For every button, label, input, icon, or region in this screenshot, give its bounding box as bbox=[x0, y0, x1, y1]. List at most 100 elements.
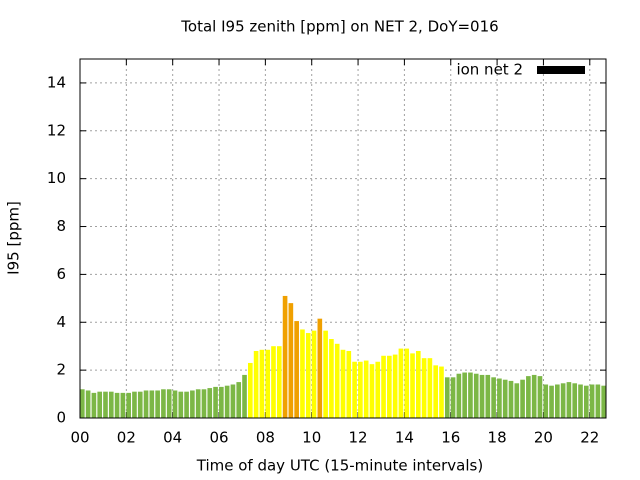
legend-label: ion net 2 bbox=[456, 61, 523, 79]
y-tick-label: 0 bbox=[56, 409, 66, 427]
x-tick-label: 08 bbox=[256, 429, 275, 447]
bar bbox=[294, 321, 299, 418]
x-tick-label: 14 bbox=[395, 429, 414, 447]
x-tick-label: 10 bbox=[302, 429, 321, 447]
bar bbox=[276, 346, 282, 418]
bar bbox=[555, 384, 560, 418]
plot-frame bbox=[79, 58, 607, 419]
bar bbox=[137, 391, 143, 418]
bar bbox=[247, 362, 253, 418]
bar bbox=[595, 384, 601, 418]
bar bbox=[271, 346, 276, 418]
bar bbox=[369, 364, 375, 418]
bar bbox=[543, 384, 549, 418]
bar bbox=[166, 389, 172, 418]
bar bbox=[288, 303, 294, 418]
bar bbox=[253, 350, 259, 418]
bar bbox=[219, 386, 224, 418]
bar bbox=[195, 389, 201, 418]
x-tick-label: 16 bbox=[441, 429, 460, 447]
bar bbox=[415, 350, 421, 418]
bar bbox=[439, 366, 444, 418]
bar bbox=[207, 388, 213, 418]
x-tick-label: 22 bbox=[580, 429, 599, 447]
bar bbox=[514, 383, 520, 418]
y-tick-label: 2 bbox=[56, 361, 66, 379]
bar bbox=[479, 374, 485, 418]
bar bbox=[375, 361, 381, 418]
bar bbox=[329, 339, 334, 418]
x-tick-label: 06 bbox=[209, 429, 228, 447]
bar bbox=[80, 389, 85, 418]
bar bbox=[300, 329, 305, 418]
bar bbox=[155, 390, 160, 418]
bar bbox=[497, 378, 502, 418]
bar bbox=[549, 385, 554, 418]
y-axis-label: I95 [ppm] bbox=[5, 201, 23, 275]
bar bbox=[456, 373, 462, 418]
bar bbox=[578, 384, 583, 418]
bar bbox=[410, 353, 415, 418]
y-tick-label: 12 bbox=[47, 121, 66, 139]
bar bbox=[91, 392, 97, 418]
bar bbox=[444, 377, 450, 418]
bar bbox=[491, 377, 496, 418]
bar bbox=[230, 384, 236, 418]
bar bbox=[589, 384, 595, 418]
bar bbox=[161, 389, 166, 418]
x-axis-label: Time of day UTC (15-minute intervals) bbox=[196, 457, 483, 475]
bar bbox=[85, 390, 91, 418]
bar bbox=[363, 360, 369, 418]
bar bbox=[537, 376, 543, 418]
bar bbox=[334, 343, 340, 418]
bar bbox=[311, 330, 317, 418]
x-tick-label: 04 bbox=[163, 429, 182, 447]
bar bbox=[601, 385, 606, 418]
bar bbox=[201, 389, 207, 418]
bar bbox=[502, 379, 508, 418]
bar bbox=[421, 358, 427, 418]
bar bbox=[143, 390, 149, 418]
bar bbox=[282, 295, 288, 418]
bar bbox=[526, 376, 531, 418]
bar bbox=[265, 349, 271, 418]
bar bbox=[560, 383, 566, 418]
bar bbox=[473, 373, 479, 418]
bar bbox=[108, 391, 114, 418]
y-tick-label: 14 bbox=[47, 73, 66, 91]
bar bbox=[450, 377, 456, 418]
bar bbox=[190, 390, 195, 418]
bar bbox=[97, 391, 103, 418]
bar bbox=[305, 333, 311, 418]
bar bbox=[468, 372, 473, 418]
bar bbox=[120, 392, 126, 418]
bar bbox=[392, 354, 398, 418]
bar bbox=[213, 386, 218, 418]
bar bbox=[103, 391, 108, 418]
bar bbox=[404, 348, 410, 418]
bar bbox=[433, 365, 439, 418]
x-tick-label: 18 bbox=[488, 429, 507, 447]
bar bbox=[398, 348, 404, 418]
bar bbox=[531, 374, 537, 418]
bar bbox=[242, 374, 247, 418]
bar bbox=[462, 372, 467, 418]
bar bbox=[520, 379, 525, 418]
bar bbox=[583, 385, 589, 418]
bar bbox=[149, 390, 155, 418]
bar bbox=[172, 390, 178, 418]
bar bbox=[317, 318, 323, 418]
bar bbox=[352, 361, 357, 418]
y-tick-label: 10 bbox=[47, 169, 66, 187]
bar bbox=[184, 391, 189, 418]
bar bbox=[126, 392, 131, 418]
bar bbox=[387, 355, 392, 418]
bar bbox=[358, 361, 363, 418]
bar bbox=[485, 374, 491, 418]
bar bbox=[259, 349, 265, 418]
bar bbox=[178, 391, 184, 418]
bar bbox=[572, 383, 578, 418]
x-tick-label: 00 bbox=[70, 429, 89, 447]
bar bbox=[114, 392, 120, 418]
